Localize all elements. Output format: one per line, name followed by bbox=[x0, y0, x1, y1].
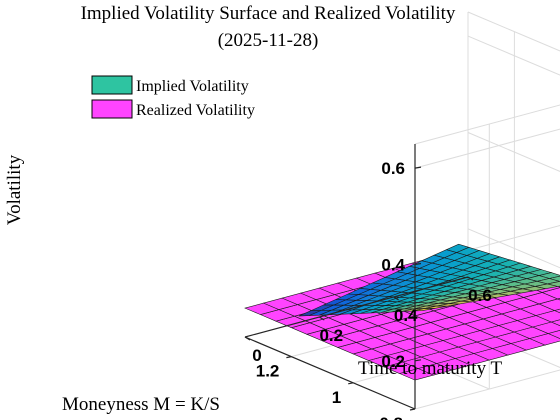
y-axis-label: Moneyness M = K/S bbox=[62, 394, 220, 415]
legend-swatch-implied bbox=[91, 75, 133, 95]
legend-label-realized: Realized Volatility bbox=[136, 102, 255, 119]
z-tick-label: 0.4 bbox=[381, 256, 405, 275]
legend-swatch-realized bbox=[91, 99, 133, 119]
m-tick-label: 1 bbox=[332, 388, 341, 407]
z-tick-mark bbox=[414, 262, 422, 266]
axis-labels: Volatility Time to maturity T Moneyness … bbox=[4, 154, 502, 415]
realized-volatility-cell bbox=[541, 287, 560, 300]
side-gridline-z bbox=[467, 132, 560, 173]
m-tick-mark bbox=[409, 408, 416, 411]
t-axis-line bbox=[244, 276, 469, 338]
z-tick-label: 0.2 bbox=[381, 352, 405, 371]
m-axis-line bbox=[244, 336, 416, 410]
t-tick-label: 0.2 bbox=[319, 326, 343, 345]
side-gridline-z bbox=[467, 228, 560, 269]
t-tick-label: 0 bbox=[252, 346, 261, 365]
z-tick-mark bbox=[414, 166, 422, 169]
title-block: Implied Volatility Surface and Realized … bbox=[81, 3, 456, 51]
wall-edge bbox=[414, 104, 560, 145]
legend: Implied Volatility Realized Volatility bbox=[86, 70, 296, 126]
implied-volatility-surface bbox=[298, 243, 560, 317]
m-tick-label: 1.2 bbox=[256, 362, 280, 381]
wall-edge bbox=[467, 11, 560, 52]
t-tick-mark bbox=[318, 316, 325, 321]
m-tick-mark bbox=[286, 356, 292, 359]
tick-labels: 0.2 0.4 0.6 0.8 1 1.20 0.2 0.4 0.6 bbox=[252, 159, 492, 420]
wall-gridline-z bbox=[414, 128, 560, 169]
legend-label-implied: Implied Volatility bbox=[136, 78, 249, 95]
t-tick-mark bbox=[244, 336, 251, 341]
floor-gridline-m bbox=[414, 369, 560, 410]
x-axis-label: Time to maturity T bbox=[358, 358, 502, 379]
t-tick-mark bbox=[393, 296, 400, 301]
realized-volatility-cell bbox=[550, 319, 560, 326]
z-tick-label: 0.6 bbox=[381, 159, 405, 178]
realized-volatility-cell bbox=[547, 330, 560, 339]
m-tick-label: 0.8 bbox=[379, 414, 403, 420]
t-tick-label: 0.4 bbox=[394, 306, 418, 325]
axis-lines bbox=[244, 144, 474, 411]
m-tick-mark bbox=[348, 382, 354, 385]
side-gridline-z bbox=[467, 35, 560, 76]
chart-title: Implied Volatility Surface and Realized … bbox=[81, 3, 456, 24]
z-tick-mark bbox=[414, 359, 422, 362]
t-tick-mark bbox=[467, 276, 474, 281]
chart-subtitle: (2025-11-28) bbox=[218, 30, 319, 51]
z-axis-label: Volatility bbox=[4, 154, 25, 225]
t-tick-label: 0.6 bbox=[468, 286, 492, 305]
